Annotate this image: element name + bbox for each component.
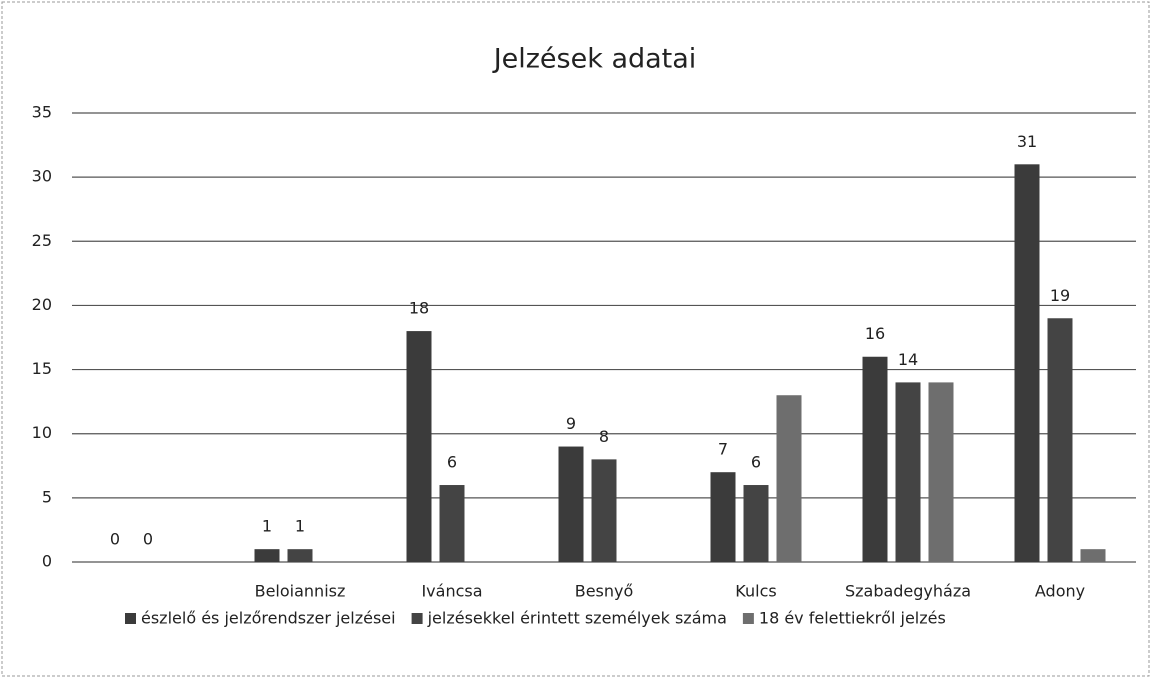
data-label: 1: [295, 517, 305, 536]
bar: [1047, 318, 1073, 562]
y-tick-label: 0: [42, 552, 52, 571]
data-label: 31: [1017, 132, 1037, 151]
y-tick-label: 35: [32, 103, 52, 122]
y-tick-label: 25: [32, 231, 52, 250]
bar: [862, 356, 888, 562]
bar: [406, 331, 432, 562]
y-tick-label: 10: [32, 423, 52, 442]
bar: [558, 446, 584, 562]
bar: [591, 459, 617, 562]
data-label: 8: [599, 427, 609, 446]
data-label: 18: [409, 299, 429, 318]
legend-swatch: [411, 613, 423, 624]
data-label: 6: [447, 453, 457, 472]
bar: [743, 485, 769, 562]
bar: [439, 485, 465, 562]
bar: [1080, 549, 1106, 562]
data-label: 7: [718, 440, 728, 459]
legend-swatch: [125, 613, 136, 624]
data-label: 9: [566, 414, 576, 433]
bar: [928, 382, 954, 562]
x-tick-label: Kulcs: [735, 582, 776, 601]
data-label: 1: [262, 517, 272, 536]
bar: [1014, 164, 1040, 563]
legend-swatch: [742, 613, 754, 624]
y-tick-label: 30: [32, 167, 52, 186]
data-label: 6: [751, 453, 761, 472]
x-tick-label: Besnyő: [575, 582, 634, 601]
bar: [710, 472, 736, 562]
bar: [254, 549, 280, 562]
y-tick-label: 20: [32, 295, 52, 314]
data-label: 14: [898, 350, 918, 369]
data-label: 16: [865, 324, 885, 343]
x-tick-label: Iváncsa: [421, 582, 482, 601]
data-label: 19: [1050, 286, 1070, 305]
data-label: 0: [110, 530, 120, 549]
chart-title: Jelzések adatai: [492, 44, 697, 75]
bar: [287, 549, 313, 562]
data-label: 0: [143, 530, 153, 549]
y-tick-label: 5: [42, 487, 52, 506]
x-tick-label: Beloiannisz: [255, 582, 346, 601]
bar: [895, 382, 921, 562]
bar: [776, 395, 802, 562]
x-tick-label: Szabadegyháza: [845, 582, 971, 601]
legend-label: 18 év felettiekről jelzés: [759, 609, 946, 628]
x-tick-label: Adony: [1035, 582, 1085, 601]
legend-label: észlelő és jelzőrendszer jelzései: [141, 609, 396, 628]
y-tick-label: 15: [32, 359, 52, 378]
legend-label: jelzésekkel érintett személyek száma: [427, 609, 727, 628]
